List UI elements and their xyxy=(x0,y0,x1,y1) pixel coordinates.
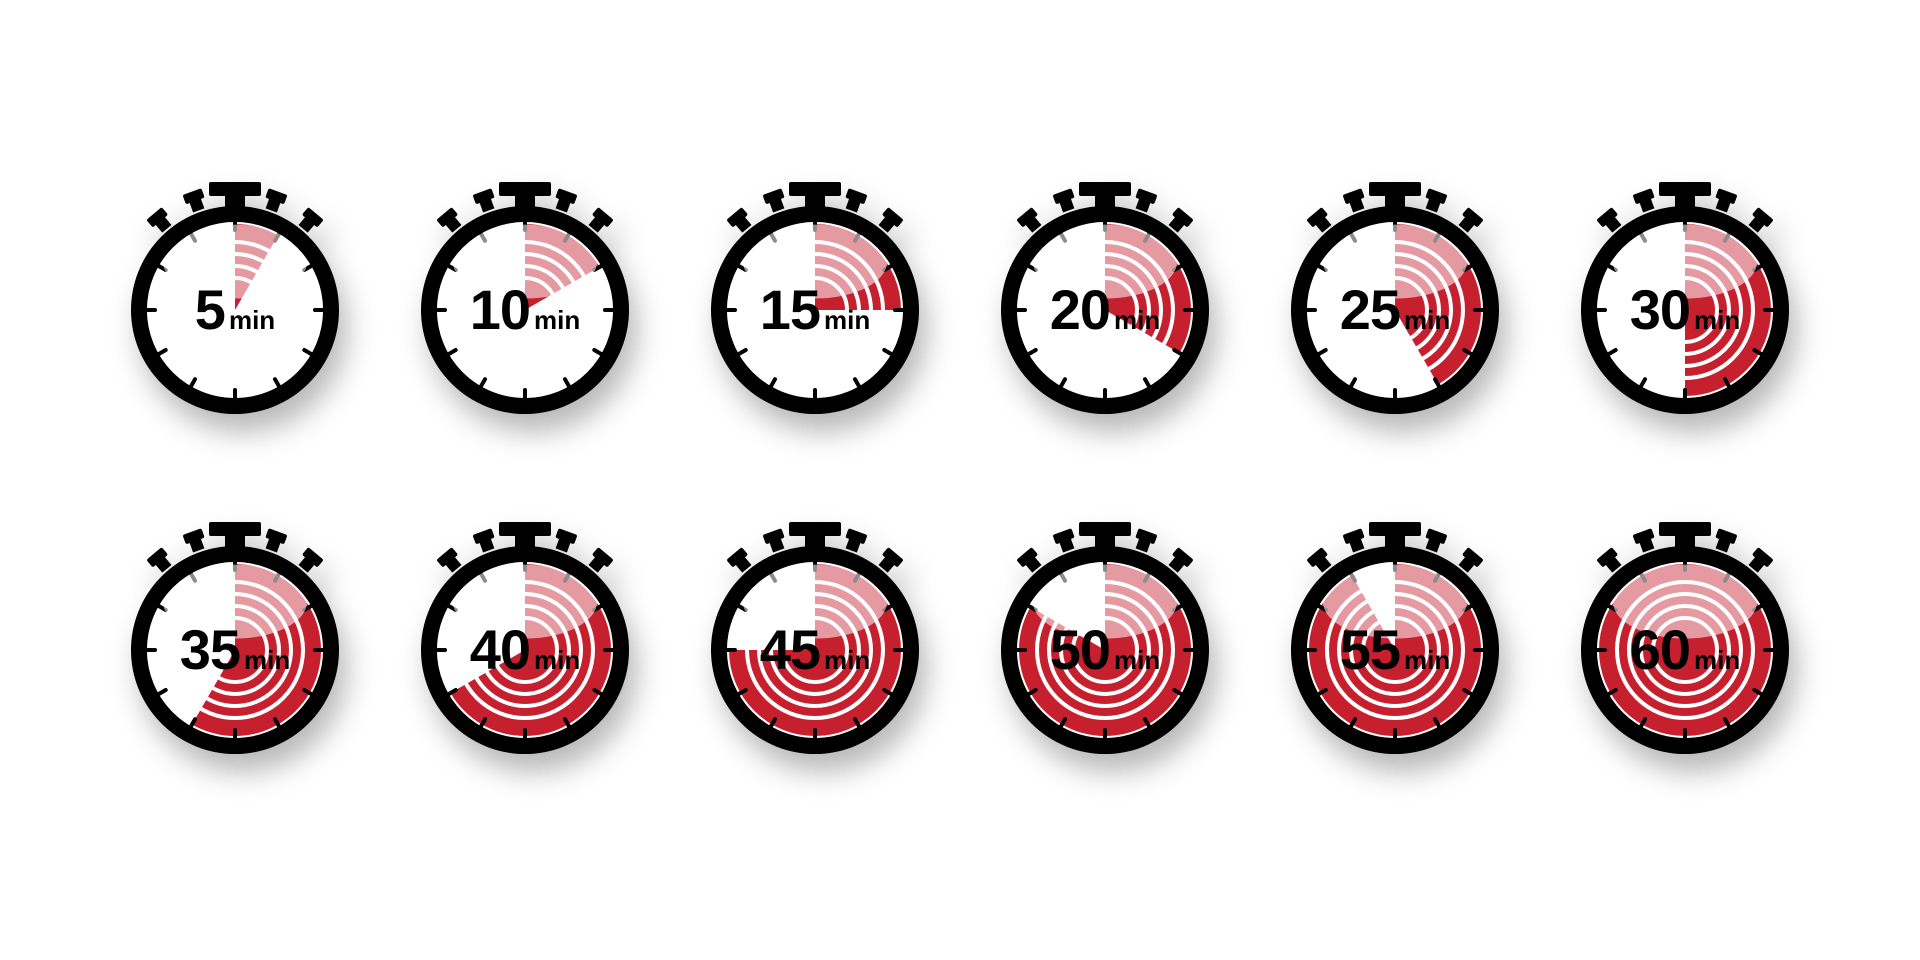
stopwatch-grid: 5min 10min 15min 20min 25min 30min 35min… xyxy=(0,0,1920,960)
stopwatch-25min: 25min xyxy=(1280,195,1510,425)
stopwatch-60min: 60min xyxy=(1570,535,1800,765)
stopwatch-55min: 55min xyxy=(1280,535,1510,765)
stopwatch-20min: 20min xyxy=(990,195,1220,425)
stopwatch-row-1: 5min 10min 15min 20min 25min 30min xyxy=(120,195,1800,425)
stopwatch-50min: 50min xyxy=(990,535,1220,765)
stopwatch-row-2: 35min 40min 45min 50min 55min 60min xyxy=(120,535,1800,765)
stopwatch-10min: 10min xyxy=(410,195,640,425)
stopwatch-45min: 45min xyxy=(700,535,930,765)
stopwatch-5min: 5min xyxy=(120,195,350,425)
stopwatch-35min: 35min xyxy=(120,535,350,765)
stopwatch-15min: 15min xyxy=(700,195,930,425)
stopwatch-40min: 40min xyxy=(410,535,640,765)
stopwatch-30min: 30min xyxy=(1570,195,1800,425)
